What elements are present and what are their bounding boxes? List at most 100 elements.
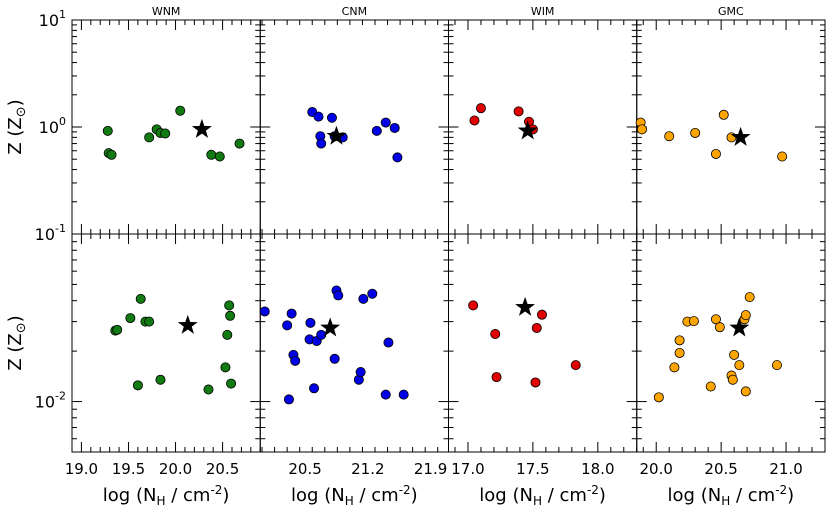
x-tick-label-gmc-0: 20.0: [640, 460, 673, 478]
data-point-wim-top-2: [513, 106, 524, 117]
data-point-wnm-bottom-1: [112, 324, 123, 335]
star-marker-gmc-top: [730, 126, 751, 146]
panel-title-wnm: WNM: [152, 5, 181, 18]
x-tick-label-gmc-1: 20.5: [704, 460, 737, 478]
y-tick-label-0: 101: [39, 8, 66, 30]
data-point-cnm-bottom-19: [383, 337, 394, 348]
x-tick-label-wim-2: 18.0: [581, 460, 614, 478]
data-point-gmc-bottom-1: [669, 362, 680, 373]
data-point-wnm-top-6: [160, 128, 171, 139]
data-point-wnm-top-8: [206, 149, 217, 160]
star-marker-wim-bottom: [515, 296, 536, 316]
data-point-gmc-top-3: [690, 127, 701, 138]
data-point-cnm-top-9: [389, 122, 400, 133]
data-point-wim-bottom-2: [491, 372, 502, 383]
y-axis-label-bottom: Z (Z⊙): [5, 315, 29, 370]
data-point-cnm-bottom-17: [367, 288, 378, 299]
data-point-gmc-bottom-17: [771, 360, 782, 371]
data-point-cnm-top-7: [371, 125, 382, 136]
data-point-wim-bottom-6: [570, 360, 581, 371]
data-point-wnm-bottom-9: [220, 362, 231, 373]
data-point-gmc-bottom-11: [729, 349, 740, 360]
x-tick-label-wim-1: 17.5: [516, 460, 549, 478]
data-point-gmc-bottom-2: [674, 347, 685, 358]
data-point-gmc-bottom-5: [688, 316, 699, 327]
data-point-cnm-top-4: [326, 112, 337, 123]
data-point-cnm-bottom-11: [329, 353, 340, 364]
data-point-wnm-bottom-3: [132, 380, 143, 391]
data-point-wim-top-0: [469, 115, 480, 126]
data-point-wim-bottom-1: [490, 329, 501, 340]
x-tick-label-wim-0: 17.0: [451, 460, 484, 478]
data-point-cnm-bottom-18: [380, 389, 391, 400]
data-point-wim-bottom-0: [468, 300, 479, 311]
data-point-gmc-top-2: [664, 131, 675, 142]
axis-labels: 19.0 19.5 20.0 20.5 WNM log (NH / cm-2) 20.5 21…: [5, 5, 803, 508]
data-point-wnm-bottom-2: [125, 313, 136, 324]
y-tick-label-1: 100: [39, 115, 66, 137]
star-marker-cnm-top: [326, 125, 347, 145]
data-point-wnm-bottom-13: [226, 378, 237, 389]
data-point-cnm-bottom-20: [398, 389, 409, 400]
data-point-cnm-bottom-2: [283, 394, 294, 405]
data-point-wnm-bottom-10: [222, 329, 233, 340]
y-axis-label-text-bottom: Z (Z⊙): [5, 315, 29, 370]
data-point-gmc-bottom-14: [740, 386, 751, 397]
data-point-wnm-top-10: [234, 138, 245, 149]
x-tick-label-wnm-3: 20.5: [206, 460, 239, 478]
data-point-gmc-bottom-3: [674, 335, 685, 346]
data-point-cnm-bottom-3: [286, 308, 297, 319]
data-point-cnm-bottom-10: [316, 329, 327, 340]
data-point-gmc-bottom-7: [710, 314, 721, 325]
data-point-gmc-bottom-15: [740, 310, 751, 321]
data-point-cnm-bottom-1: [282, 320, 293, 331]
axes-frame-wim-bottom: [448, 233, 638, 453]
y-axis-label-text-top: Z (Z⊙): [5, 99, 29, 154]
panel-title-wim: WIM: [531, 5, 555, 18]
data-point-wnm-bottom-8: [203, 384, 214, 395]
y-tick-label-3: 10-2: [35, 390, 66, 412]
axes-frame-gmc-top: [636, 19, 826, 235]
axes-frame-wnm-top: [71, 19, 261, 235]
data-point-wnm-top-2: [106, 149, 117, 160]
axes-frame-wnm-bottom: [71, 233, 261, 453]
data-point-wnm-top-7: [175, 105, 186, 116]
star-marker-wnm-bottom: [177, 314, 198, 334]
panel-title-gmc: GMC: [718, 5, 744, 18]
data-point-cnm-bottom-15: [355, 367, 366, 378]
x-axis-label-wnm: log (NH / cm-2): [103, 483, 230, 508]
star-marker-gmc-bottom: [729, 317, 750, 337]
data-point-gmc-bottom-0: [653, 392, 664, 403]
data-point-wnm-bottom-6: [144, 316, 155, 327]
data-point-wnm-bottom-4: [135, 293, 146, 304]
y-tick-label-2: 10-1: [35, 222, 66, 244]
data-point-wnm-bottom-12: [225, 310, 236, 321]
x-tick-label-cnm-0: 20.5: [288, 460, 321, 478]
data-point-wnm-top-9: [214, 151, 225, 162]
data-point-gmc-bottom-16: [744, 292, 755, 303]
data-point-cnm-bottom-8: [309, 383, 320, 394]
data-point-gmc-top-4: [710, 148, 721, 159]
data-point-gmc-top-1: [636, 124, 647, 135]
axes-frame-cnm-bottom: [259, 233, 449, 453]
data-point-wnm-bottom-11: [224, 300, 235, 311]
data-point-wnm-top-3: [144, 132, 155, 143]
data-point-gmc-top-5: [718, 109, 729, 120]
data-point-cnm-bottom-7: [305, 317, 316, 328]
data-point-gmc-bottom-8: [714, 322, 725, 333]
axes-frame-cnm-top: [259, 19, 449, 235]
data-point-wnm-bottom-7: [155, 374, 166, 385]
star-marker-wnm-top: [191, 118, 212, 138]
x-axis-label-gmc: log (NH / cm-2): [668, 483, 795, 508]
tick-marks: [71, 19, 826, 453]
x-tick-label-cnm-2: 21.9: [414, 460, 447, 478]
panel-title-cnm: CNM: [342, 5, 367, 18]
data-point-gmc-bottom-6: [705, 381, 716, 392]
data-point-gmc-top-7: [777, 151, 788, 162]
y-axis-label-top: Z (Z⊙): [5, 99, 29, 154]
axes-frame-wim-top: [448, 19, 638, 235]
data-point-cnm-bottom-13: [333, 290, 344, 301]
data-point-wim-bottom-5: [536, 309, 547, 320]
x-axis-label-wim: log (NH / cm-2): [479, 483, 606, 508]
